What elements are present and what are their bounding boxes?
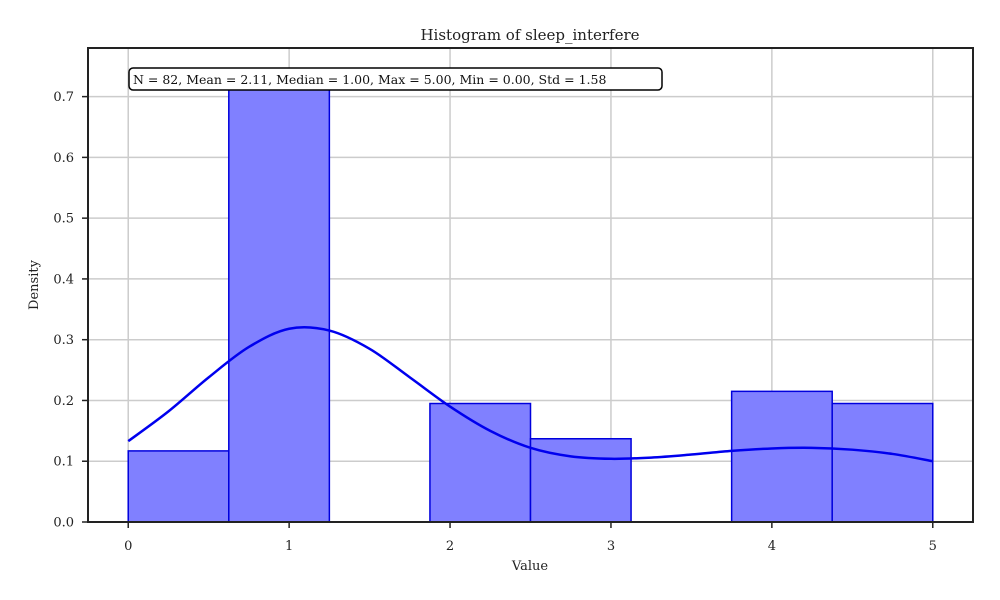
x-tick-label: 3 — [607, 539, 615, 554]
y-tick-label: 0.6 — [53, 151, 74, 166]
x-tick-label: 4 — [768, 539, 776, 554]
histogram-bar — [831, 402, 934, 523]
y-tick-label: 0.4 — [53, 272, 74, 287]
histogram-bar — [730, 390, 833, 523]
histogram-bar — [529, 437, 632, 523]
y-tick-label: 0.3 — [53, 333, 74, 348]
axis-ticks: 0 1 2 3 4 5 0.0 0.1 0.2 0.3 0.4 0.5 0.6 0.7 — [53, 90, 937, 554]
x-tick-label: 2 — [446, 539, 454, 554]
stats-annotation: N = 82, Mean = 2.11, Median = 1.00, Max … — [128, 67, 663, 91]
x-tick-label: 0 — [124, 539, 132, 554]
y-tick-label: 0.0 — [53, 516, 74, 531]
histogram-bar — [228, 88, 331, 523]
y-tick-label: 0.2 — [53, 394, 74, 409]
kde-curve — [127, 325, 933, 463]
x-tick-label: 5 — [929, 539, 937, 554]
y-tick-label: 0.5 — [53, 212, 74, 227]
histogram-bar — [127, 450, 230, 523]
y-tick-label: 0.7 — [53, 90, 74, 105]
kde-curve-group — [127, 325, 933, 463]
y-tick-label: 0.1 — [53, 455, 74, 470]
stats-text: N = 82, Mean = 2.11, Median = 1.00, Max … — [133, 72, 606, 87]
stats-box — [128, 67, 663, 91]
x-axis-label: Value — [511, 559, 548, 574]
plot-frame — [87, 47, 974, 523]
y-axis-label: Density — [27, 259, 42, 310]
chart-title: Histogram of sleep_interfere — [420, 26, 639, 44]
x-tick-label: 1 — [285, 539, 293, 554]
histogram-bars — [127, 88, 934, 523]
histogram-bar — [429, 402, 532, 523]
